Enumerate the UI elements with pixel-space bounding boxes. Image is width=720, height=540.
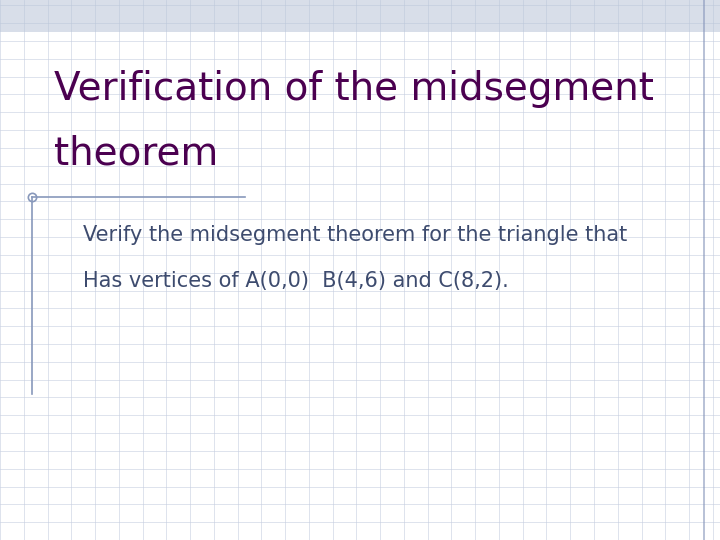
Text: Has vertices of A(0,0)  B(4,6) and C(8,2).: Has vertices of A(0,0) B(4,6) and C(8,2)… bbox=[83, 271, 508, 291]
Text: Verify the midsegment theorem for the triangle that: Verify the midsegment theorem for the tr… bbox=[83, 225, 627, 245]
Text: Verification of the midsegment: Verification of the midsegment bbox=[54, 70, 654, 108]
Text: theorem: theorem bbox=[54, 135, 218, 173]
Bar bbox=[0, 0, 720, 32]
